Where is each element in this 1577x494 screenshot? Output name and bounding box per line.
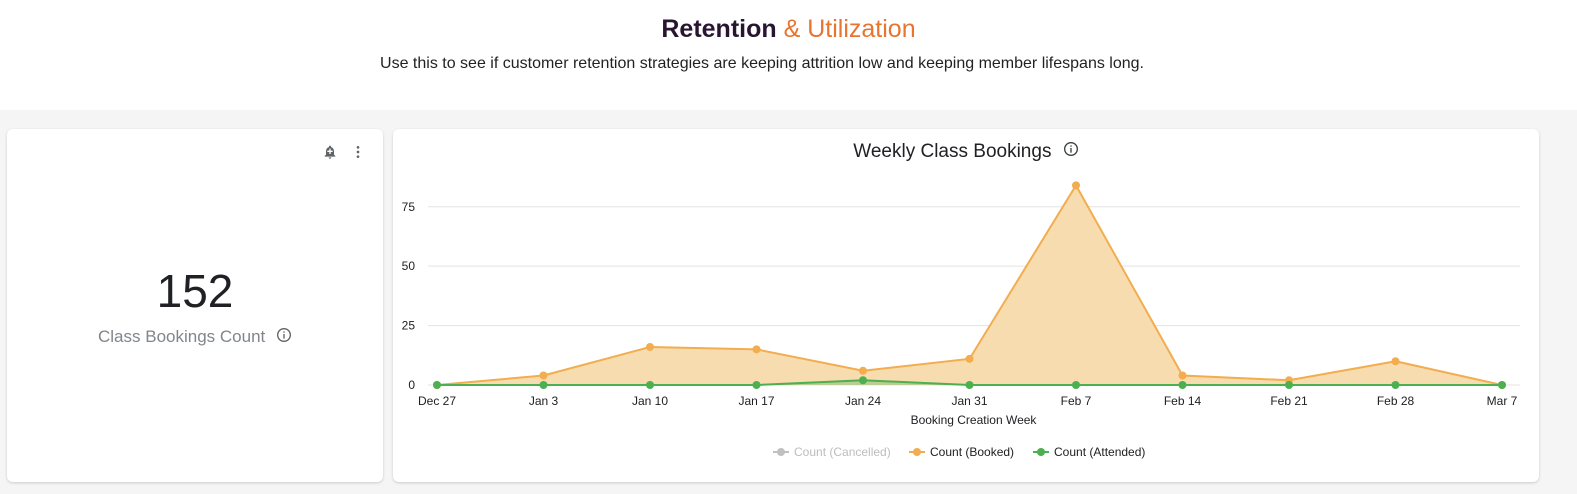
chart-title-row: Weekly Class Bookings [393, 141, 1539, 163]
title-accent: & Utilization [783, 15, 916, 43]
chart-title: Weekly Class Bookings [853, 141, 1052, 163]
x-axis-label: Booking Creation Week [911, 413, 1038, 427]
attended-point [646, 381, 654, 389]
y-tick-label: 75 [402, 200, 416, 214]
legend-item-label[interactable]: Count (Booked) [930, 445, 1014, 459]
y-tick-label: 0 [408, 378, 415, 392]
info-icon[interactable] [276, 327, 292, 348]
kpi-card: 152 Class Bookings Count [7, 129, 383, 482]
booked-point [646, 342, 654, 351]
more-vert-icon[interactable] [349, 143, 367, 161]
kpi-value: 152 [156, 265, 234, 317]
legend-item-label[interactable]: Count (Cancelled) [794, 445, 891, 459]
booked-point [859, 366, 867, 375]
booked-point [752, 345, 761, 354]
attended-point [1391, 381, 1400, 389]
x-tick-label: Mar 7 [1487, 394, 1518, 408]
x-tick-label: Jan 3 [529, 394, 559, 408]
x-tick-label: Feb 7 [1061, 394, 1092, 408]
kpi-label: Class Bookings Count [98, 327, 266, 346]
attended-point [539, 381, 548, 389]
page-title: Retention & Utilization [0, 15, 1577, 44]
weekly-bookings-chart: 0 25 50 75 Dec 27 Jan 3 Jan 10 Jan 17 Jan 24 Jan … [402, 181, 1520, 459]
x-tick-label: Jan 24 [845, 394, 881, 408]
title-primary: Retention [661, 15, 777, 43]
x-tick-label: Feb 28 [1377, 394, 1415, 408]
legend-layer: Count (Cancelled) Count (Booked) Count (At… [773, 445, 1145, 459]
point-layer [433, 181, 1506, 389]
x-tick-label: Dec 27 [418, 394, 456, 408]
attended-point [859, 376, 867, 385]
legend-item-label[interactable]: Count (Attended) [1054, 445, 1145, 459]
attended-point [965, 381, 974, 389]
booked-point [1391, 357, 1400, 366]
legend-swatch-dot [777, 448, 785, 456]
x-tick-label: Feb 14 [1164, 394, 1202, 408]
attended-point [1072, 381, 1080, 389]
booked-point [1178, 371, 1187, 380]
kpi-label-row: Class Bookings Count [7, 327, 383, 348]
x-tick-label: Feb 21 [1270, 394, 1308, 408]
y-tick-label: 50 [402, 259, 416, 273]
x-tick-label: Jan 17 [738, 394, 774, 408]
booked-point [965, 354, 974, 363]
page-subtitle: Use this to see if customer retention st… [380, 55, 1144, 72]
booked-point [539, 371, 548, 380]
x-tick-label: Jan 31 [951, 394, 987, 408]
booked-point [1072, 181, 1080, 190]
attended-point [1498, 381, 1506, 389]
attended-point [433, 381, 441, 389]
attended-point [1285, 381, 1293, 389]
info-icon[interactable] [1063, 141, 1079, 163]
y-tick-label: 25 [402, 319, 416, 333]
legend-swatch-dot [913, 448, 921, 456]
card-actions [321, 143, 367, 161]
alert-add-icon[interactable] [321, 143, 339, 161]
legend-swatch-dot [1037, 448, 1045, 456]
chart-card: Weekly Class Bookings 0 25 50 75 Dec 27 Jan 3… [393, 129, 1539, 482]
axis-layer: 0 25 50 75 Dec 27 Jan 3 Jan 10 Jan 17 Jan 24 Jan … [402, 200, 1518, 427]
dashboard-header: Retention & Utilization Use this to see … [0, 0, 1577, 110]
x-tick-label: Jan 10 [632, 394, 668, 408]
attended-point [1178, 381, 1187, 389]
attended-point [752, 381, 761, 389]
